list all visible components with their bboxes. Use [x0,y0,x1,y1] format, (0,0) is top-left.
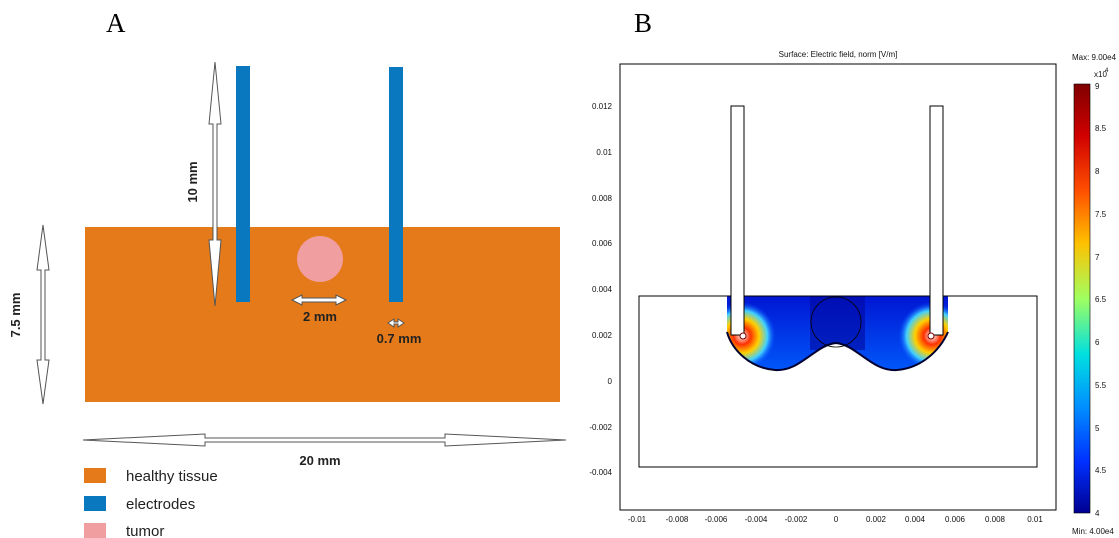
hot-spot-right [927,332,935,340]
x-tick-label: -0.008 [666,515,689,524]
field-boundary [726,331,949,372]
x-tick-label: -0.002 [785,515,808,524]
y-tick-label: 0.006 [592,239,613,248]
colorbar-tick-label: 6.5 [1095,295,1107,304]
x-tick-label: -0.004 [745,515,768,524]
x-axis: -0.01 -0.008 -0.006 -0.004 -0.002 0 0.00… [628,515,1043,524]
legend: healthy tissue electrodes tumor [84,468,218,538]
x-tick-label: 0 [834,515,839,524]
colorbar-tick-label: 4.5 [1095,466,1107,475]
x-tick-label: 0.006 [945,515,966,524]
colorbar [1073,83,1091,514]
y-tick-label: 0.012 [592,102,613,111]
legend-swatch-tumor [84,523,106,538]
electrode-outlines [730,105,944,336]
y-tick-label: -0.004 [589,468,612,477]
arrow-20mm [82,433,567,447]
plot-title: Surface: Electric field, norm [V/m] [779,50,898,59]
arrow-2mm [290,294,348,306]
dim-label-0-7mm: 0.7 mm [377,331,422,346]
y-tick-label: 0 [608,377,613,386]
dim-label-20mm: 20 mm [299,453,340,468]
dim-label-7-5mm: 7.5 mm [8,293,23,338]
x-tick-label: 0.002 [866,515,887,524]
colorbar-tick-label: 7.5 [1095,210,1107,219]
legend-label-healthy-tissue: healthy tissue [126,468,218,485]
electrode-right [389,67,403,302]
x-tick-label: 0.004 [905,515,926,524]
electrode-outline-left [730,105,745,336]
colorbar-exponent: x10 [1094,70,1107,79]
colorbar-tick-label: 7 [1095,253,1100,262]
colorbar-tick-label: 8.5 [1095,124,1107,133]
panel-a-label: A [106,8,126,38]
y-axis: 0.012 0.01 0.008 0.006 0.004 0.002 0 -0.… [589,102,612,477]
colorbar-tick-label: 9 [1095,82,1100,91]
x-tick-label: 0.008 [985,515,1006,524]
colorbar-max-label: Max: 9.00e4 [1072,53,1117,62]
colorbar-tick-label: 6 [1095,338,1100,347]
panel-b-label: B [634,8,652,38]
dim-label-10mm: 10 mm [185,161,200,202]
colorbar-tick-label: 5.5 [1095,381,1107,390]
colorbar-exponent-power: 4 [1105,68,1109,74]
tissue-domain [638,295,1038,468]
y-tick-label: 0.002 [592,331,613,340]
electrode-outline-right [929,105,944,336]
tumor-outline [810,296,862,348]
legend-swatch-healthy-tissue [84,468,106,483]
tumor-circle [297,236,343,282]
y-tick-label: -0.002 [589,423,612,432]
plot-frame [619,63,1057,511]
y-tick-label: 0.01 [596,148,612,157]
hot-spot-left [739,332,747,340]
colorbar-min-label: Min: 4.00e4 [1072,527,1114,536]
colorbar-tick-label: 4 [1095,509,1100,518]
electrode-left [236,66,250,302]
x-tick-label: 0.01 [1027,515,1043,524]
arrow-0-7mm [387,318,405,328]
arrow-7-5mm [36,224,50,405]
x-tick-label: -0.01 [628,515,647,524]
colorbar-ticks: 9 8.5 8 7.5 7 6.5 6 5.5 5 4.5 4 [1095,82,1107,518]
legend-label-tumor: tumor [126,523,164,538]
dim-label-2mm: 2 mm [303,309,337,324]
arrow-10mm [208,61,222,307]
y-tick-label: 0.004 [592,285,613,294]
legend-swatch-electrodes [84,496,106,511]
colorbar-tick-label: 5 [1095,424,1100,433]
colorbar-tick-label: 8 [1095,167,1100,176]
y-tick-label: 0.008 [592,194,613,203]
x-tick-label: -0.006 [705,515,728,524]
legend-label-electrodes: electrodes [126,496,195,513]
